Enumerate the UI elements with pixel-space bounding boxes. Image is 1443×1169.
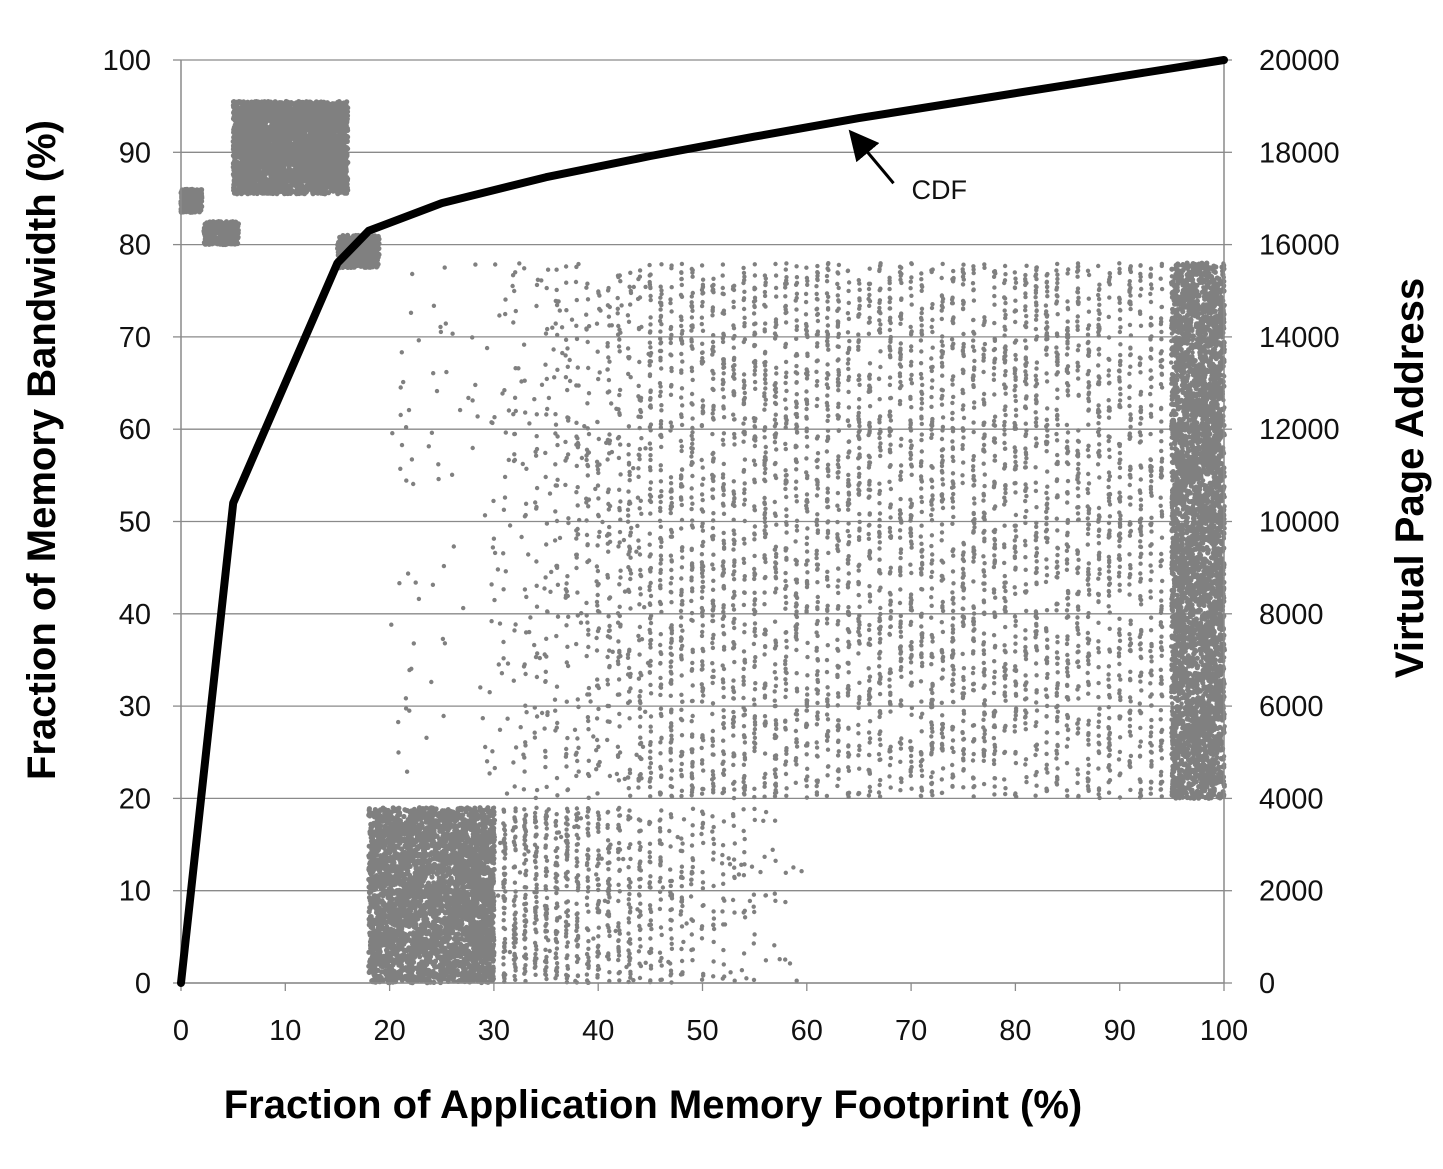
x-tick-label: 50 xyxy=(686,1015,718,1047)
x-tick-label: 100 xyxy=(1200,1015,1248,1047)
x-tick-label: 40 xyxy=(582,1015,614,1047)
y-tick-label: 60 xyxy=(119,414,151,446)
y2-tick-label: 20000 xyxy=(1259,45,1340,77)
annotation-layer: CDF xyxy=(848,129,968,205)
x-tick-label: 60 xyxy=(791,1015,823,1047)
axis-layer: 0102030405060708090100020004000600080001… xyxy=(103,45,1340,1047)
line-layer xyxy=(177,56,1228,987)
y-tick-label: 90 xyxy=(119,137,151,169)
y2-tick-label: 14000 xyxy=(1259,322,1340,354)
y2-tick-label: 4000 xyxy=(1259,783,1324,815)
y2-tick-label: 12000 xyxy=(1259,414,1340,446)
scatter-points xyxy=(178,98,1227,986)
x-tick-label: 80 xyxy=(999,1015,1031,1047)
y-tick-label: 50 xyxy=(119,507,151,539)
cdf-arrow xyxy=(848,129,895,185)
x-tick-label: 70 xyxy=(895,1015,927,1047)
y2-tick-label: 6000 xyxy=(1259,691,1324,723)
y-tick-label: 100 xyxy=(103,45,151,77)
y-tick-label: 0 xyxy=(135,968,151,1000)
label-layer: Fraction of Application Memory Footprint… xyxy=(20,120,1432,1127)
y2-tick-label: 18000 xyxy=(1259,137,1340,169)
scatter-layer xyxy=(178,98,1227,986)
y2-tick-label: 2000 xyxy=(1259,876,1324,908)
y-tick-label: 70 xyxy=(119,322,151,354)
y-tick-label: 40 xyxy=(119,599,151,631)
y-tick-label: 80 xyxy=(119,230,151,262)
x-tick-label: 0 xyxy=(173,1015,189,1047)
y-tick-label: 10 xyxy=(119,876,151,908)
x-axis-title: Fraction of Application Memory Footprint… xyxy=(224,1083,1082,1127)
cdf-line xyxy=(177,56,1228,987)
y-tick-label: 30 xyxy=(119,691,151,723)
y2-tick-label: 10000 xyxy=(1259,507,1340,539)
y-axis-title: Fraction of Memory Bandwidth (%) xyxy=(20,120,64,780)
x-tick-label: 20 xyxy=(373,1015,405,1047)
x-tick-label: 10 xyxy=(269,1015,301,1047)
x-tick-label: 30 xyxy=(478,1015,510,1047)
x-tick-label: 90 xyxy=(1104,1015,1136,1047)
y2-axis-title: Virtual Page Address xyxy=(1388,278,1432,678)
y2-tick-label: 8000 xyxy=(1259,599,1324,631)
cdf-annotation: CDF xyxy=(912,175,968,205)
y2-tick-label: 0 xyxy=(1259,968,1275,1000)
y-tick-label: 20 xyxy=(119,783,151,815)
y2-tick-label: 16000 xyxy=(1259,230,1340,262)
